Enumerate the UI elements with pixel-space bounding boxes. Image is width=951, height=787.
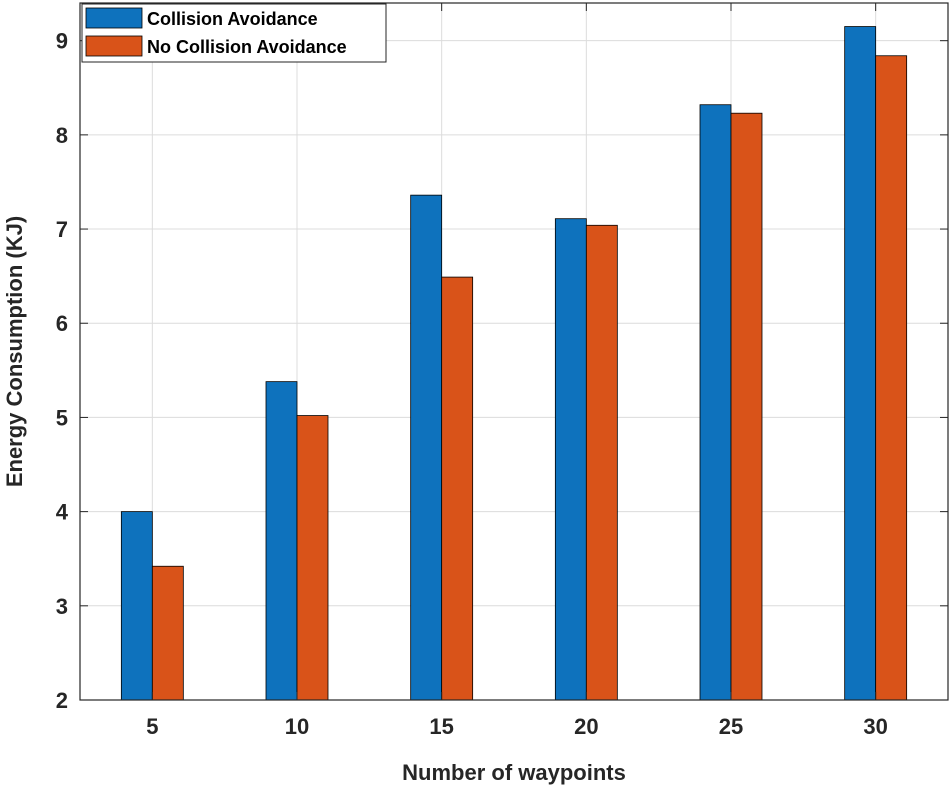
plot-frame: [79, 2, 949, 701]
legend-label-no-collision-avoidance: No Collision Avoidance: [147, 37, 347, 57]
y-tick-label: 4: [56, 500, 69, 525]
x-tick-label: 10: [285, 714, 309, 739]
bar-no-collision-avoidance: [585, 224, 618, 701]
x-axis-title: Number of waypoints: [402, 760, 626, 785]
bar-collision-avoidance: [844, 26, 877, 701]
y-tick-labels: 2 3 4 5 6 7 8 9: [56, 29, 69, 713]
legend-swatch-collision-avoidance: [85, 7, 143, 29]
bar-no-collision-avoidance: [730, 112, 763, 701]
legend-swatch-no-collision-avoidance: [85, 35, 143, 57]
x-tick-labels: 5 10 15 20 25 30: [146, 714, 888, 739]
y-tick-label: 7: [56, 217, 68, 242]
x-tick-label: 20: [574, 714, 598, 739]
y-tick-label: 5: [56, 405, 68, 430]
legend-label-collision-avoidance: Collision Avoidance: [147, 9, 318, 29]
bar-collision-avoidance: [554, 218, 587, 701]
y-tick-label: 2: [56, 688, 68, 713]
x-tick-label: 30: [863, 714, 887, 739]
bar-no-collision-avoidance: [151, 565, 184, 701]
bars: [120, 26, 908, 701]
bar-collision-avoidance: [265, 381, 298, 701]
grid: [80, 3, 948, 701]
x-tick-label: 5: [146, 714, 158, 739]
ticks: [80, 3, 948, 701]
legend: Collision Avoidance No Collision Avoidan…: [81, 3, 387, 63]
x-tick-label: 25: [719, 714, 743, 739]
bar-collision-avoidance: [699, 104, 732, 701]
bar-collision-avoidance: [410, 194, 443, 701]
bar-collision-avoidance: [120, 511, 153, 701]
y-tick-label: 3: [56, 594, 68, 619]
y-tick-label: 9: [56, 29, 68, 54]
y-tick-label: 8: [56, 123, 68, 148]
bar-no-collision-avoidance: [441, 276, 474, 701]
y-tick-label: 6: [56, 311, 68, 336]
bar-no-collision-avoidance: [875, 55, 908, 701]
bar-no-collision-avoidance: [296, 415, 329, 701]
x-tick-label: 15: [429, 714, 453, 739]
y-axis-title: Energy Consumption (KJ): [2, 216, 27, 487]
